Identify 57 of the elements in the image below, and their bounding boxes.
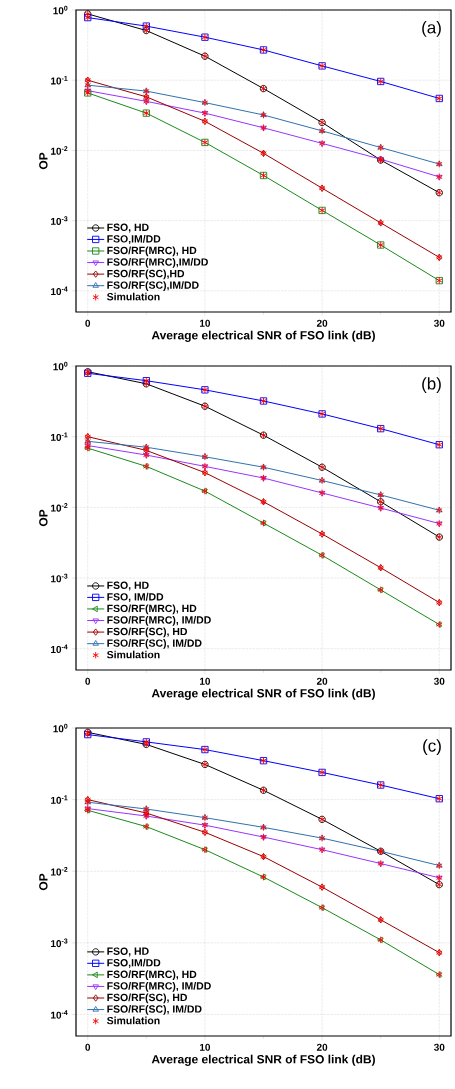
y-axis-title: OP xyxy=(39,152,48,170)
x-tick-label: 30 xyxy=(433,677,445,685)
x-tick-label: 0 xyxy=(85,319,91,327)
y-tick-label: 10$^{-4}$ xyxy=(51,1010,68,1019)
x-tick-label: 10 xyxy=(199,677,211,685)
legend-label: FSO/RF(MRC), IM/DD xyxy=(107,981,211,992)
legend-label: Simulation xyxy=(106,1016,160,1025)
x-tick-label: 0 xyxy=(85,677,91,685)
legend-label: Simulation xyxy=(106,292,160,301)
y-tick-label: 10$^{-1}$ xyxy=(51,75,68,85)
y-tick-label: 10$^{-3}$ xyxy=(51,938,68,948)
legend-label: FSO, HD xyxy=(107,947,149,957)
x-tick-label: 30 xyxy=(433,319,445,327)
annotation: (b) xyxy=(422,377,441,393)
x-tick-label: 20 xyxy=(316,1043,328,1051)
legend-label: FSO/RF(SC),IM/DD xyxy=(107,281,199,291)
x-axis-title: Average electrical SNR of FSO link (dB) xyxy=(151,1054,375,1066)
y-tick-label: 10$^{-4}$ xyxy=(51,286,68,296)
y-tick-label: 10$^{-2}$ xyxy=(51,146,68,155)
y-tick-label: 10$^{-4}$ xyxy=(51,644,68,653)
legend-label: FSO, HD xyxy=(107,223,149,233)
x-tick-label: 30 xyxy=(433,1043,445,1051)
legend-label: FSO/RF(SC),HD xyxy=(107,269,185,280)
y-tick-label: 10$^{0}$ xyxy=(53,723,68,733)
legend-label: FSO/RF(MRC), HD xyxy=(107,246,197,257)
legend-label: Simulation xyxy=(106,650,160,659)
x-tick-label: 10 xyxy=(199,319,211,327)
y-axis-title: OP xyxy=(39,509,48,527)
legend-label: FSO,IM/DD xyxy=(107,234,161,245)
x-tick-label: 10 xyxy=(199,1043,211,1051)
x-axis-title: Average electrical SNR of FSO link (dB) xyxy=(151,688,375,700)
x-tick-label: 20 xyxy=(316,319,328,327)
x-tick-label: 20 xyxy=(316,677,328,685)
y-tick-label: 10$^{-1}$ xyxy=(51,432,68,441)
y-tick-label: 10$^{0}$ xyxy=(53,361,68,371)
annotation: (a) xyxy=(422,21,441,37)
y-tick-label: 10$^{-1}$ xyxy=(51,795,68,804)
legend-label: FSO/RF(SC), HD xyxy=(107,627,188,638)
x-axis-title: Average electrical SNR of FSO link (dB) xyxy=(151,330,375,342)
x-tick-label: 0 xyxy=(85,1043,91,1051)
legend-label: FSO,IM/DD xyxy=(107,958,161,968)
y-axis-title: OP xyxy=(39,873,48,891)
legend-label: FSO/RF(MRC),IM/DD xyxy=(107,258,208,268)
legend-label: FSO/RF(MRC), HD xyxy=(107,970,197,981)
y-tick-label: 10$^{-2}$ xyxy=(51,866,68,876)
annotation: (c) xyxy=(423,739,441,755)
legend-label: FSO, HD xyxy=(107,581,149,591)
legend-label: FSO/RF(MRC), HD xyxy=(107,604,197,615)
y-tick-label: 10$^{-3}$ xyxy=(51,216,68,225)
legend-label: FSO/RF(SC), HD xyxy=(107,993,188,1004)
y-tick-label: 10$^{-3}$ xyxy=(51,573,68,583)
legend-label: FSO, IM/DD xyxy=(107,592,164,603)
legend-label: FSO/RF(MRC), IM/DD xyxy=(107,615,211,626)
legend-label: FSO/RF(SC), IM/DD xyxy=(107,639,202,649)
y-tick-label: 10$^{-2}$ xyxy=(51,503,68,512)
legend-label: FSO/RF(SC), IM/DD xyxy=(107,1005,202,1015)
y-tick-label: 10$^{0}$ xyxy=(53,5,68,15)
